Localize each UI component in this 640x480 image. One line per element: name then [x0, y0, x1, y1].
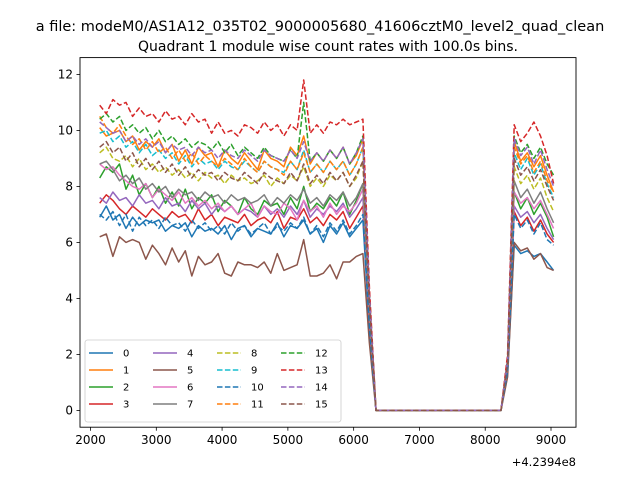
x-tick-label: 6000	[338, 433, 369, 447]
series-line-15	[99, 140, 555, 412]
y-tick-label: 12	[58, 68, 73, 82]
legend-label-3: 3	[123, 400, 129, 411]
x-tick-label: 7000	[404, 433, 435, 447]
y-axis: 0 2 4 6 8 10 12	[58, 68, 80, 418]
legend-label-8: 8	[251, 349, 257, 360]
legend-label-5: 5	[187, 366, 193, 377]
figure-suptitle: a file: modeM0/AS1A12_035T02_9000005680_…	[36, 19, 605, 35]
legend-label-10: 10	[251, 383, 264, 394]
y-tick-label: 8	[65, 180, 73, 194]
legend-label-13: 13	[315, 366, 328, 377]
legend-label-14: 14	[315, 383, 328, 394]
legend-box	[84, 339, 342, 423]
series-line-11	[99, 116, 555, 412]
legend-label-2: 2	[123, 383, 129, 394]
y-tick-label: 2	[65, 348, 73, 362]
legend-label-12: 12	[315, 349, 328, 360]
legend-label-4: 4	[187, 349, 193, 360]
chart-title: Quadrant 1 module wise count rates with …	[138, 39, 518, 55]
y-tick-label: 0	[65, 404, 73, 418]
x-tick-label: 5000	[273, 433, 304, 447]
y-tick-label: 4	[65, 292, 73, 306]
x-offset-label: +4.2394e8	[512, 455, 576, 469]
x-tick-label: 3000	[141, 433, 172, 447]
legend-label-15: 15	[315, 400, 328, 411]
y-tick-label: 6	[65, 236, 73, 250]
legend-label-9: 9	[251, 366, 257, 377]
legend-label-7: 7	[187, 400, 193, 411]
legend-label-0: 0	[123, 349, 129, 360]
series-group	[99, 79, 555, 412]
x-axis: 2000 3000 4000 5000 6000 7000 8000 9000	[75, 427, 566, 447]
series-line-10	[99, 210, 555, 412]
legend-label-6: 6	[187, 383, 193, 394]
x-tick-label: 4000	[207, 433, 238, 447]
legend-label-1: 1	[123, 366, 129, 377]
x-tick-label: 2000	[75, 433, 106, 447]
legend-label-11: 11	[251, 400, 264, 411]
x-tick-label: 9000	[536, 433, 567, 447]
x-tick-label: 8000	[470, 433, 501, 447]
y-tick-label: 10	[58, 124, 73, 138]
